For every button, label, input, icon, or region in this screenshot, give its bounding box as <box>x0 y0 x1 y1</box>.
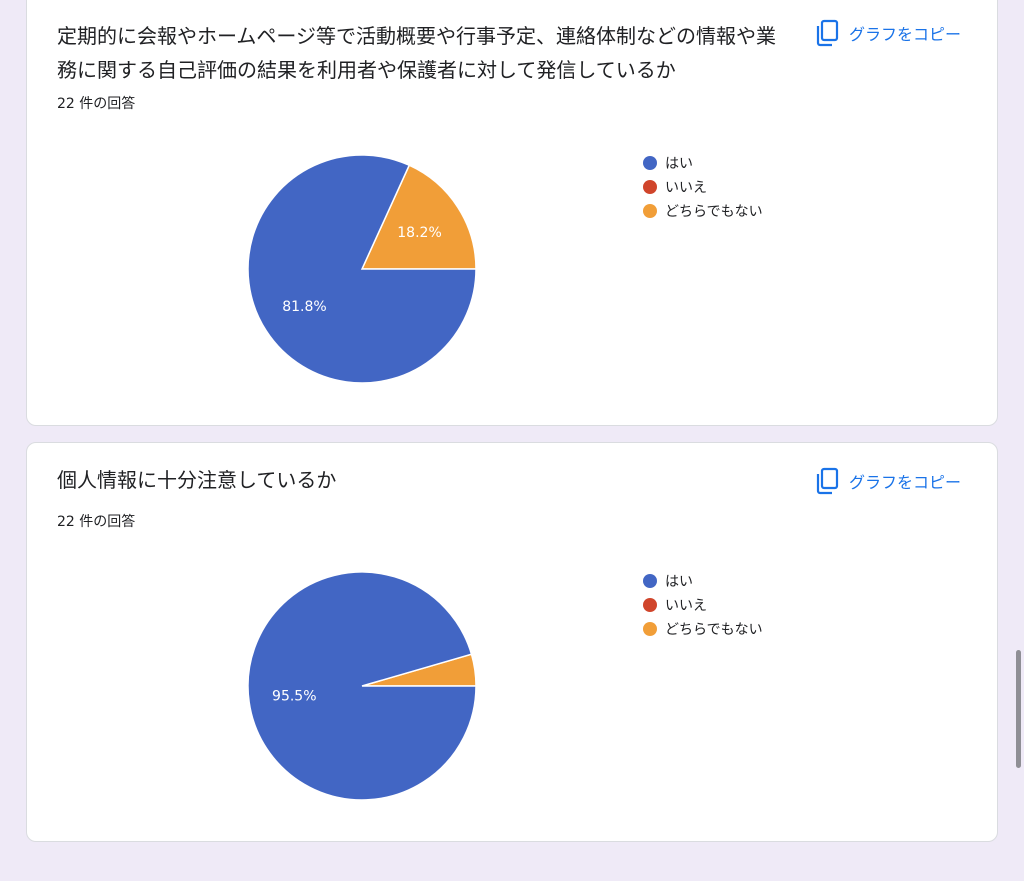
pie-slice-neither <box>361 653 477 687</box>
legend-label-yes: はい <box>665 574 693 590</box>
legend-item-no: いいえ <box>643 175 763 199</box>
legend-label-no: いいえ <box>665 598 707 614</box>
chart-legend: はい いいえ どちらでもない <box>643 151 763 223</box>
response-count: 22 件の回答 <box>57 514 136 530</box>
response-count: 22 件の回答 <box>57 96 136 112</box>
pie-slice-label: 81.8% <box>282 299 326 315</box>
pie-slice-neither <box>360 164 477 270</box>
pie-slice-label: 95.5% <box>272 689 316 705</box>
legend-swatch-no <box>643 598 657 612</box>
copy-icon <box>816 467 839 495</box>
copy-chart-button[interactable]: グラフをコピー <box>815 19 961 47</box>
legend-swatch-no <box>643 180 657 194</box>
legend-item-yes: はい <box>643 151 763 175</box>
legend-item-no: いいえ <box>643 593 763 617</box>
legend-label-no: いいえ <box>665 180 707 196</box>
copy-chart-button[interactable]: グラフをコピー <box>815 467 961 495</box>
legend-swatch-neither <box>643 622 657 636</box>
question-title: 個人情報に十分注意しているか <box>57 468 337 492</box>
legend-swatch-neither <box>643 204 657 218</box>
legend-item-neither: どちらでもない <box>643 617 763 641</box>
legend-label-yes: はい <box>665 156 693 172</box>
copy-chart-label: グラフをコピー <box>848 473 961 492</box>
legend-swatch-yes <box>643 574 657 588</box>
question-card: 個人情報に十分注意しているか グラフをコピー 22 件の回答 95.5% はい … <box>26 442 998 842</box>
chart-legend: はい いいえ どちらでもない <box>643 569 763 641</box>
pie-slice-yes <box>247 154 477 384</box>
pie-slice-label: 18.2% <box>397 225 441 241</box>
legend-item-yes: はい <box>643 569 763 593</box>
pie-slice-yes <box>247 571 477 801</box>
legend-swatch-yes <box>643 156 657 170</box>
scrollbar[interactable] <box>1016 650 1021 768</box>
question-title: 定期的に会報やホームページ等で活動概要や行事予定、連絡体制などの情報や業務に関す… <box>57 24 776 82</box>
legend-label-neither: どちらでもない <box>665 622 763 638</box>
pie-chart: 95.5% <box>247 571 477 801</box>
question-card: 定期的に会報やホームページ等で活動概要や行事予定、連絡体制などの情報や業務に関す… <box>26 0 998 426</box>
copy-icon <box>816 19 839 47</box>
legend-item-neither: どちらでもない <box>643 199 763 223</box>
legend-label-neither: どちらでもない <box>665 204 763 220</box>
copy-chart-label: グラフをコピー <box>848 25 961 44</box>
